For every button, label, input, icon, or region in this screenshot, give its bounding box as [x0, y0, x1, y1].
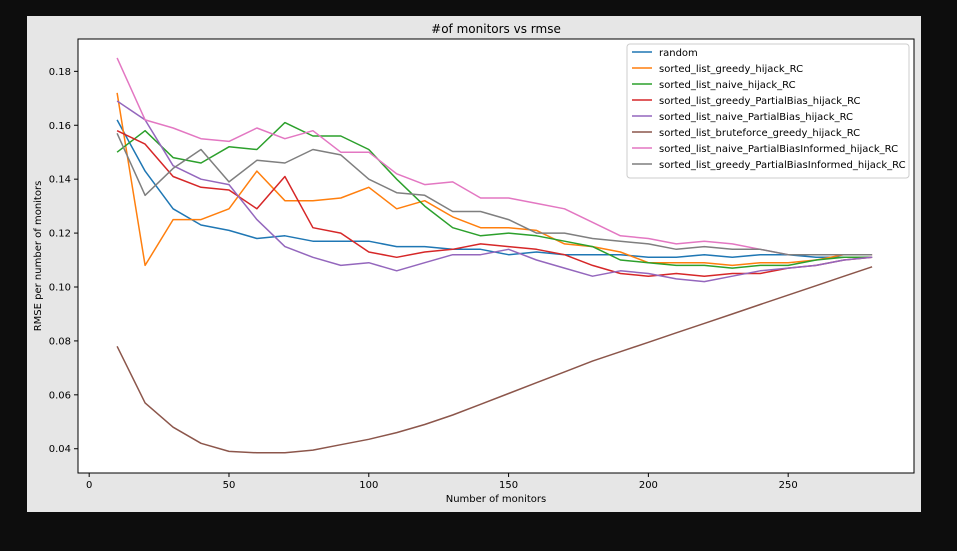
x-axis-label: Number of monitors	[446, 494, 547, 505]
legend-entry-label: sorted_list_naive_hijack_RC	[659, 80, 796, 91]
y-tick-label: 0.14	[49, 175, 71, 186]
x-tick-label: 150	[499, 480, 518, 491]
rmse-line-chart: #of monitors vs rmse 0 50 100 150 200 250 0.0…	[33, 22, 915, 505]
y-tick-label: 0.18	[49, 67, 71, 78]
y-tick-label: 0.04	[49, 444, 71, 455]
y-axis: 0.04 0.06 0.08 0.10 0.12 0.14 0.16 0.18	[49, 67, 78, 455]
y-tick-label: 0.08	[49, 336, 71, 347]
legend-entry-label: random	[659, 48, 698, 59]
legend-box	[626, 43, 910, 179]
y-axis-label: RMSE per number of monitors	[33, 181, 44, 332]
x-tick-label: 50	[223, 480, 236, 491]
y-tick-label: 0.10	[49, 283, 71, 294]
chart-title: #of monitors vs rmse	[431, 22, 561, 36]
x-tick-label: 250	[779, 480, 798, 491]
y-tick-label: 0.12	[49, 229, 71, 240]
x-tick-label: 200	[639, 480, 658, 491]
legend-entry-label: sorted_list_greedy_PartialBiasInformed_h…	[659, 160, 906, 171]
series-line-sorted-list-greedy-partialbiasinformed-hijack-rc	[116, 132, 873, 256]
legend-entry-label: sorted_list_greedy_PartialBias_hijack_RC	[659, 96, 861, 107]
legend-entry-label: sorted_list_naive_PartialBiasInformed_hi…	[659, 144, 898, 155]
legend: random sorted_list_greedy_hijack_RCsorted…	[626, 43, 910, 179]
figure: #of monitors vs rmse 0 50 100 150 200 250 0.0…	[27, 16, 921, 512]
x-tick-label: 100	[359, 480, 378, 491]
series-line-sorted-list-greedy-hijack-rc	[116, 92, 873, 267]
lines-layer	[116, 57, 873, 454]
legend-entry-label: sorted_list_greedy_hijack_RC	[659, 64, 803, 75]
x-tick-label: 0	[86, 480, 92, 491]
x-axis: 0 50 100 150 200 250	[86, 473, 798, 491]
series-line-sorted-list-bruteforce-greedy-hijack-rc	[116, 266, 873, 454]
legend-entry-label: sorted_list_naive_PartialBias_hijack_RC	[659, 112, 853, 123]
y-tick-label: 0.06	[49, 390, 71, 401]
series-line-sorted-list-naive-hijack-rc	[116, 121, 873, 269]
series-line-sorted-list-naive-partialbiasinformed-hijack-rc	[116, 57, 873, 256]
series-line-sorted-list-naive-partialbias-hijack-rc	[116, 100, 873, 283]
legend-entry-label: sorted_list_bruteforce_greedy_hijack_RC	[659, 128, 860, 139]
y-tick-label: 0.16	[49, 121, 71, 132]
